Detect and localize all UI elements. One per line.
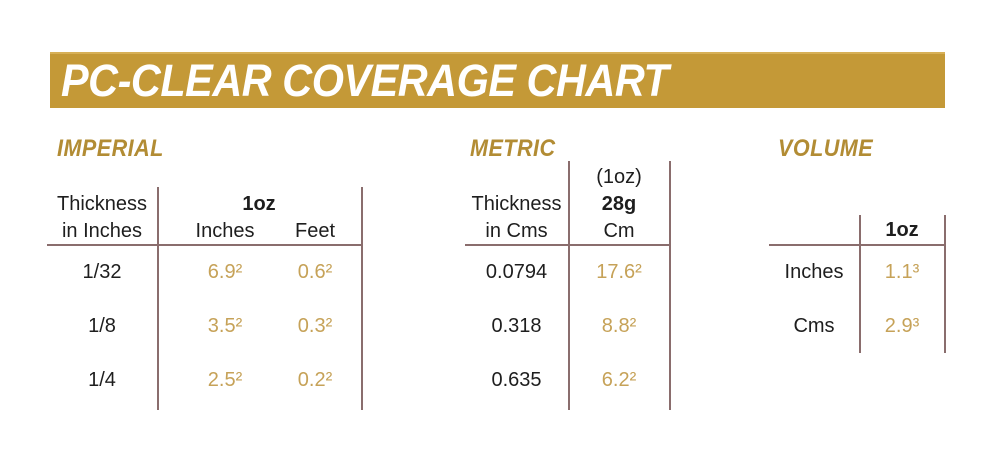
metric-row-coverage-value: 6.2² <box>601 369 637 391</box>
section-label-volume: VOLUME <box>778 135 874 162</box>
metric-column-divider-2 <box>669 161 671 410</box>
metric-header-thickness-line2: in Cms <box>485 220 548 242</box>
metric-row-thickness: 0.0794 <box>485 261 548 283</box>
imperial-row-thickness: 1/4 <box>88 369 116 391</box>
metric-row-thickness: 0.635 <box>491 369 542 391</box>
imperial-header-inches: Inches <box>195 220 255 242</box>
imperial-column-divider-1 <box>157 187 159 410</box>
volume-row-value: 1.1³ <box>884 261 920 283</box>
imperial-row-inches-value: 2.5² <box>207 369 243 391</box>
metric-row-coverage-value: 17.6² <box>596 261 642 283</box>
metric-row-coverage-value: 8.8² <box>601 315 637 337</box>
volume-row-value: 2.9³ <box>884 315 920 337</box>
metric-header-1oz: (1oz) <box>596 166 642 188</box>
volume-table: 1oz Inches 1.1³ Cms 2.9³ <box>769 215 946 353</box>
imperial-row-feet-value: 0.3² <box>297 315 333 337</box>
volume-header-rule <box>769 244 946 246</box>
volume-column-divider-1 <box>859 215 861 353</box>
imperial-row-thickness: 1/32 <box>82 261 122 283</box>
volume-column-divider-2 <box>944 215 946 353</box>
imperial-row-feet-value: 0.6² <box>297 261 333 283</box>
volume-row-unit: Cms <box>793 315 835 337</box>
metric-column-divider-1 <box>568 161 570 410</box>
metric-header-cm: Cm <box>603 220 635 242</box>
metric-header-28g: 28g <box>601 193 637 215</box>
page-title: PC-CLEAR COVERAGE CHART <box>61 55 669 106</box>
volume-header-1oz: 1oz <box>885 219 919 241</box>
metric-header-thickness-line1: Thickness <box>471 193 562 215</box>
title-banner: PC-CLEAR COVERAGE CHART <box>50 52 945 108</box>
imperial-column-divider-2 <box>361 187 363 410</box>
imperial-header-thickness-line1: Thickness <box>56 193 148 215</box>
volume-row-unit: Inches <box>784 261 844 283</box>
imperial-header-feet: Feet <box>294 220 336 242</box>
imperial-row-thickness: 1/8 <box>88 315 116 337</box>
imperial-row-feet-value: 0.2² <box>297 369 333 391</box>
metric-table: Thickness in Cms (1oz) 28g Cm 0.0794 17.… <box>465 161 671 410</box>
imperial-row-inches-value: 3.5² <box>207 315 243 337</box>
metric-row-thickness: 0.318 <box>491 315 542 337</box>
metric-header-rule <box>465 244 671 246</box>
section-label-imperial: IMPERIAL <box>57 135 164 162</box>
imperial-header-rule <box>47 244 363 246</box>
imperial-table: Thickness in Inches 1oz Inches Feet 1/32… <box>47 185 363 410</box>
imperial-header-thickness-line2: in Inches <box>61 220 143 242</box>
section-label-metric: METRIC <box>470 135 556 162</box>
imperial-header-group-1oz: 1oz <box>242 193 276 215</box>
imperial-row-inches-value: 6.9² <box>207 261 243 283</box>
